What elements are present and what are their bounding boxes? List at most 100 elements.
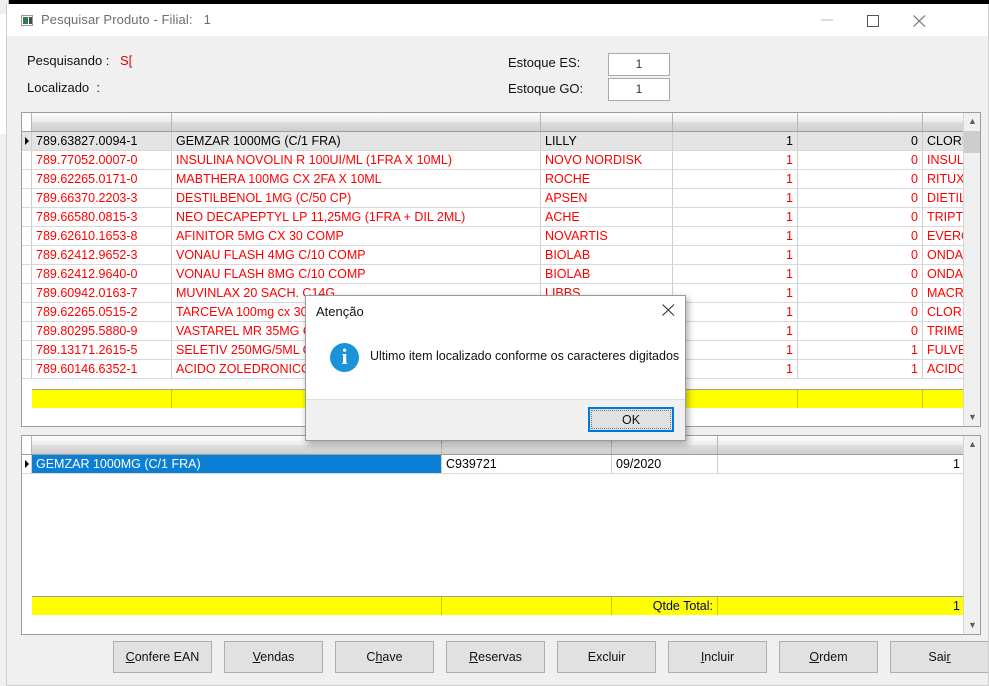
cell-desc: MABTHERA 100MG CX 2FA X 10ML — [172, 170, 541, 188]
footer-cell-4 — [673, 390, 798, 408]
row-indicator — [22, 227, 32, 245]
lot-scroll-down-icon[interactable]: ▼ — [968, 620, 977, 630]
table-row[interactable]: 789.62412.9652-3 VONAU FLASH 4MG C/10 COM… — [22, 246, 980, 265]
cell-code: 789.62412.9652-3 — [32, 246, 172, 264]
dialog-ok-button[interactable]: OK — [588, 407, 674, 432]
ordem-label-post: rdem — [819, 650, 848, 664]
vendas-accesskey: V — [252, 650, 261, 664]
column-header-codigo[interactable] — [32, 113, 172, 131]
cell-code: 789.62265.0515-2 — [32, 303, 172, 321]
estoque-go-label: Estoque GO: — [508, 81, 584, 96]
row-indicator — [22, 246, 32, 264]
incluir-button[interactable]: Incluir — [668, 641, 767, 673]
column-header-descricao[interactable] — [172, 113, 541, 131]
cell-desc: GEMZAR 1000MG (C/1 FRA) — [172, 132, 541, 150]
product-grid-scrollbar[interactable]: ▲ ▼ — [963, 113, 980, 426]
estoque-es-field[interactable]: 1 — [608, 53, 670, 76]
reservas-button[interactable]: Reservas — [446, 641, 545, 673]
close-button[interactable] — [897, 4, 943, 35]
ordem-accesskey: O — [809, 650, 820, 664]
cell-lab: NOVARTIS — [541, 227, 673, 245]
row-pointer-icon — [25, 137, 29, 145]
cell-code: 789.80295.5880-9 — [32, 322, 172, 340]
confere-ean-button[interactable]: Confere EAN — [113, 641, 212, 673]
minimize-button[interactable] — [805, 4, 851, 35]
incluir-accesskey: I — [700, 650, 705, 664]
scroll-up-icon[interactable]: ▲ — [968, 116, 977, 126]
lot-grid-corner-cell — [22, 436, 32, 454]
estoque-go-field[interactable]: 1 — [608, 78, 670, 101]
title-bar: Pesquisar Produto - Filial: 1 — [7, 4, 988, 36]
lot-scroll-up-icon[interactable]: ▲ — [968, 439, 977, 449]
excluir-label-pre: Excluir — [587, 650, 626, 664]
cell-desc: VONAU FLASH 8MG C/10 COMP — [172, 265, 541, 283]
cell-q2: 0 — [798, 151, 923, 169]
lot-grid-rows[interactable]: GEMZAR 1000MG (C/1 FRA) C939721 09/2020 1 — [22, 455, 980, 474]
vendas-button[interactable]: Vendas — [224, 641, 323, 673]
table-row[interactable]: 789.63827.0094-1 GEMZAR 1000MG (C/1 FRA) L… — [22, 132, 980, 151]
column-header-qtde1[interactable] — [673, 113, 798, 131]
cell-qtde: 1 — [718, 455, 964, 473]
cell-q2: 0 — [798, 170, 923, 188]
cell-q1: 1 — [673, 322, 798, 340]
dialog-ok-label: OK — [591, 410, 671, 429]
cell-code: 789.13171.2615-5 — [32, 341, 172, 359]
column-header-qtde2[interactable] — [798, 113, 923, 131]
excluir-button[interactable]: Excluir — [557, 641, 656, 673]
chave-label-pre: C — [366, 650, 376, 664]
cell-q1: 1 — [673, 227, 798, 245]
scroll-down-icon[interactable]: ▼ — [968, 412, 977, 422]
cell-q1: 1 — [673, 341, 798, 359]
table-row[interactable]: 789.62265.0171-0 MABTHERA 100MG CX 2FA X … — [22, 170, 980, 189]
product-grid[interactable]: 789.63827.0094-1 GEMZAR 1000MG (C/1 FRA) L… — [21, 112, 981, 427]
cell-code: 789.77052.0007-0 — [32, 151, 172, 169]
cell-q1: 1 — [673, 265, 798, 283]
cell-desc: MUVINLAX 20 SACH. C14G — [172, 284, 541, 302]
incluir-label-post: ncluir — [704, 650, 735, 664]
row-indicator — [22, 341, 32, 359]
table-row[interactable]: 789.62610.1653-8 AFINITOR 5MG CX 30 COMP N… — [22, 227, 980, 246]
lot-grid[interactable]: GEMZAR 1000MG (C/1 FRA) C939721 09/2020 1 Q… — [21, 435, 981, 635]
column-header-qtde[interactable] — [718, 436, 964, 454]
table-row[interactable]: 789.77052.0007-0 INSULINA NOVOLIN R 100UI… — [22, 151, 980, 170]
column-header-lot-descricao[interactable] — [32, 436, 442, 454]
column-header-laboratorio[interactable] — [541, 113, 673, 131]
window-title: Pesquisar Produto - Filial: 1 — [41, 12, 212, 27]
sair-button[interactable]: Sair — [890, 641, 988, 673]
chave-button[interactable]: Chave — [335, 641, 434, 673]
cell-q2: 0 — [798, 303, 923, 321]
column-header-validade[interactable] — [612, 436, 718, 454]
row-indicator — [22, 151, 32, 169]
list-item[interactable]: GEMZAR 1000MG (C/1 FRA) C939721 09/2020 1 — [22, 455, 980, 474]
product-grid-header — [22, 113, 980, 132]
maximize-button[interactable] — [851, 4, 897, 35]
ordem-button[interactable]: Ordem — [779, 641, 878, 673]
cell-desc: VONAU FLASH 4MG C/10 COMP — [172, 246, 541, 264]
cell-q2: 1 — [798, 341, 923, 359]
scrollbar-thumb[interactable] — [964, 131, 980, 153]
cell-q1: 1 — [673, 360, 798, 378]
cell-q1: 1 — [673, 151, 798, 169]
cell-q1: 1 — [673, 284, 798, 302]
dialog-message: Ultimo item localizado conforme os carac… — [370, 349, 680, 363]
cell-q2: 0 — [798, 246, 923, 264]
lot-grid-scrollbar[interactable]: ▲ ▼ — [963, 436, 980, 634]
row-indicator — [22, 208, 32, 226]
row-indicator — [22, 170, 32, 188]
column-header-lote[interactable] — [442, 436, 612, 454]
cell-q1: 1 — [673, 170, 798, 188]
atencao-dialog: Atenção Ultimo item localizado conforme … — [305, 295, 686, 441]
cell-q1: 1 — [673, 246, 798, 264]
confere-ean-label-post: onfere EAN — [134, 650, 200, 664]
row-indicator — [22, 360, 32, 378]
row-indicator — [22, 322, 32, 340]
table-row[interactable]: 789.66370.2203-3 DESTILBENOL 1MG (C/50 CP… — [22, 189, 980, 208]
dialog-close-icon[interactable] — [653, 298, 683, 322]
column-header-principio[interactable] — [923, 113, 964, 131]
cell-q2: 0 — [798, 208, 923, 226]
table-row[interactable]: 789.66580.0815-3 NEO DECAPEPTYL LP 11,25M… — [22, 208, 980, 227]
table-row[interactable]: 789.62412.9640-0 VONAU FLASH 8MG C/10 COM… — [22, 265, 980, 284]
cell-validade: 09/2020 — [612, 455, 718, 473]
cell-code: 789.60146.6352-1 — [32, 360, 172, 378]
grid-corner-cell — [22, 113, 32, 131]
